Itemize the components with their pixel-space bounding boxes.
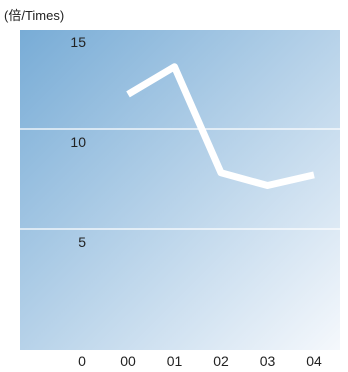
data-point-04	[314, 174, 315, 175]
grid-lines	[20, 128, 340, 230]
series-layer	[126, 63, 315, 189]
chart-unit-label: (倍/Times)	[4, 8, 65, 23]
x-tick-label-04: 04	[306, 353, 322, 369]
x-tick-label-00: 00	[120, 353, 136, 369]
y-tick-label-5: 5	[78, 234, 86, 250]
data-point-02	[221, 172, 222, 173]
x-tick-label-01: 01	[167, 353, 183, 369]
y-tick-label-15: 15	[70, 34, 86, 50]
x-tick-label-02: 02	[213, 353, 229, 369]
data-point-00	[128, 94, 129, 95]
data-point-03	[267, 185, 268, 186]
series-line-0	[126, 63, 315, 189]
data-point-01	[174, 66, 175, 67]
x-tick-label-03: 03	[260, 353, 276, 369]
y-tick-label-10: 10	[70, 134, 86, 150]
x-origin-label: 0	[78, 353, 86, 369]
